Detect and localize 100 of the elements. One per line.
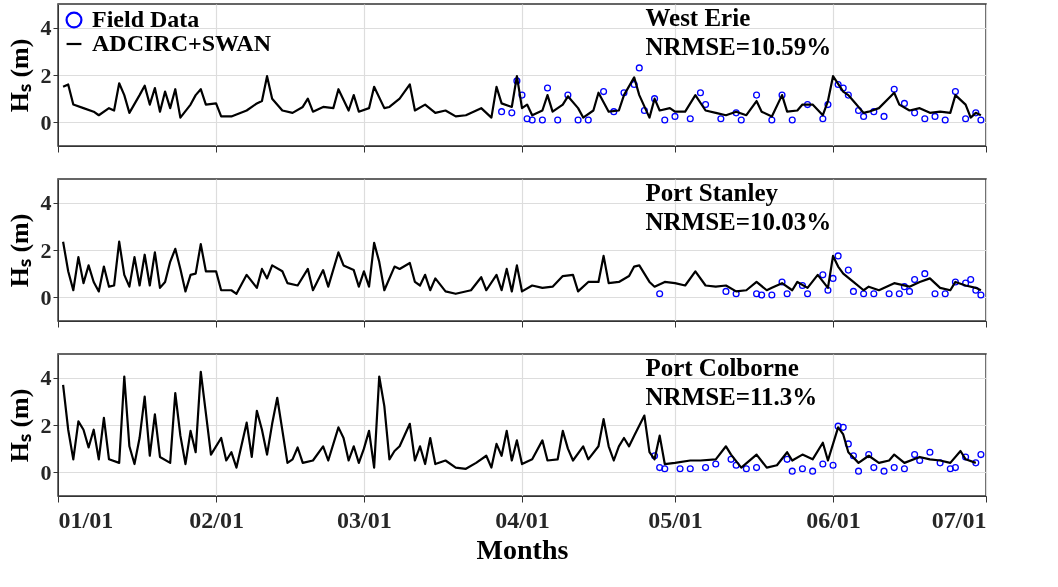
- point: [717, 115, 725, 123]
- point: [829, 274, 837, 282]
- point: [640, 106, 648, 115]
- point: [574, 116, 582, 124]
- point: [758, 291, 766, 299]
- y-tick-label: 2: [40, 237, 52, 263]
- point: [860, 112, 868, 120]
- point: [895, 290, 903, 298]
- point: [880, 112, 888, 120]
- point: [951, 88, 959, 96]
- point: [977, 116, 985, 124]
- point: [870, 108, 878, 116]
- x-tick-label: 04/01: [495, 506, 550, 533]
- point: [951, 278, 959, 286]
- point: [661, 116, 669, 124]
- point: [584, 116, 592, 124]
- point: [900, 99, 908, 107]
- point: [921, 115, 929, 123]
- point: [844, 266, 852, 274]
- point: [778, 91, 786, 99]
- x-tick-label: 06/01: [806, 506, 861, 533]
- point: [885, 290, 893, 298]
- point: [686, 115, 694, 123]
- point: [931, 112, 939, 120]
- legend-label: Field Data: [92, 6, 200, 32]
- point: [921, 270, 929, 278]
- point: [900, 283, 908, 291]
- point: [798, 281, 806, 290]
- y-tick-label: 0: [40, 284, 52, 310]
- point: [671, 112, 679, 120]
- x-axis-title: Months: [476, 533, 569, 565]
- point: [651, 95, 659, 103]
- point: [722, 287, 730, 295]
- point: [702, 101, 710, 109]
- point: [962, 115, 970, 123]
- point: [824, 286, 832, 294]
- chart-title: Port Stanley: [645, 179, 779, 206]
- point: [528, 116, 536, 124]
- annotation: NRMSE=11.3%: [645, 383, 818, 410]
- point: [941, 290, 949, 298]
- point: [967, 276, 975, 284]
- point: [630, 80, 638, 89]
- x-tick-label: 05/01: [648, 506, 703, 533]
- point: [905, 287, 914, 295]
- point: [498, 108, 506, 116]
- annotation: NRMSE=10.59%: [645, 33, 832, 60]
- y-tick-label: 4: [40, 15, 52, 41]
- point: [737, 116, 745, 124]
- line-series: [62, 240, 982, 295]
- point: [977, 291, 985, 299]
- point: [788, 116, 796, 124]
- point: [513, 77, 521, 85]
- point: [962, 279, 970, 287]
- point: [783, 290, 791, 298]
- x-tick-label: 03/01: [337, 506, 392, 533]
- point: [911, 276, 919, 284]
- y-axis-title: Hₛ (m): [4, 213, 34, 288]
- x-tick-label: 01/01: [58, 506, 114, 533]
- point: [834, 80, 842, 89]
- x-tick-label: 02/01: [189, 506, 244, 533]
- y-axis-title: Hₛ (m): [4, 388, 34, 463]
- y-tick-label: 0: [40, 109, 52, 135]
- point: [610, 108, 618, 116]
- point: [941, 116, 949, 124]
- point: [803, 101, 812, 109]
- legend-label: ADCIRC+SWAN: [92, 30, 272, 56]
- point: [824, 101, 832, 109]
- point: [870, 290, 878, 298]
- annotation: NRMSE=10.03%: [645, 208, 832, 235]
- point: [518, 91, 526, 99]
- point: [635, 64, 643, 72]
- line-series: [62, 75, 982, 119]
- chart-title: Port Colborne: [645, 354, 799, 381]
- point: [752, 91, 761, 99]
- y-axis-title: Hₛ (m): [4, 38, 34, 113]
- point: [803, 290, 812, 298]
- point: [752, 290, 761, 298]
- y-tick-label: 4: [40, 190, 52, 216]
- point: [819, 115, 827, 123]
- point: [543, 84, 552, 92]
- point: [972, 109, 980, 117]
- y-tick-label: 2: [40, 412, 52, 438]
- point: [839, 84, 847, 92]
- chart-title: West Erie: [645, 4, 751, 31]
- point: [538, 116, 546, 124]
- point: [523, 115, 531, 123]
- y-tick-label: 2: [40, 62, 52, 88]
- point: [768, 116, 776, 124]
- point: [834, 252, 842, 260]
- point: [911, 109, 919, 117]
- point: [732, 109, 740, 117]
- point: [732, 290, 740, 298]
- y-tick-label: 0: [40, 459, 52, 485]
- point: [768, 291, 776, 299]
- x-tick-label: 07/01: [931, 506, 987, 533]
- point: [844, 91, 852, 99]
- point: [508, 109, 516, 117]
- point: [849, 287, 857, 295]
- point: [860, 290, 868, 298]
- point: [931, 290, 939, 298]
